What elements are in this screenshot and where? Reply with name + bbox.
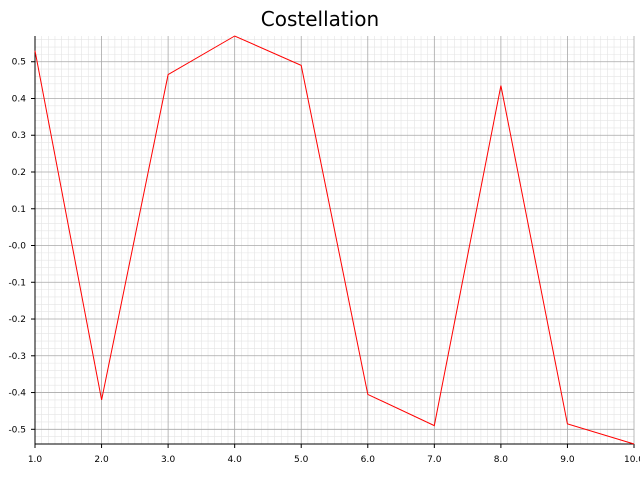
x-tick-label: 5.0 [294, 455, 309, 465]
x-tick-label: 3.0 [161, 455, 176, 465]
y-tick-label: 0.2 [12, 168, 26, 178]
x-tick-label: 4.0 [228, 455, 243, 465]
x-tick-label: 9.0 [560, 455, 575, 465]
y-tick-label: -0.3 [8, 352, 26, 362]
x-tick-label: 6.0 [361, 455, 376, 465]
y-tick-label: -0.5 [8, 425, 26, 435]
y-tick-label: -0.1 [8, 278, 26, 288]
x-tick-label: 10.0 [624, 455, 640, 465]
y-tick-label: 0.4 [12, 94, 27, 104]
series-line [34, 35, 635, 445]
y-tick-label: -0.0 [8, 242, 26, 252]
y-tick-label: 0.1 [12, 205, 26, 215]
chart-title: Costellation [260, 7, 380, 31]
y-tick-label: -0.2 [8, 315, 26, 325]
x-tick-label: 2.0 [94, 455, 109, 465]
y-tick-label: -0.4 [8, 389, 26, 399]
y-tick-label: 0.5 [12, 58, 26, 68]
x-tick-label: 1.0 [28, 455, 43, 465]
x-tick-label: 8.0 [494, 455, 509, 465]
x-tick-label: 7.0 [427, 455, 442, 465]
y-tick-label: 0.3 [12, 131, 26, 141]
